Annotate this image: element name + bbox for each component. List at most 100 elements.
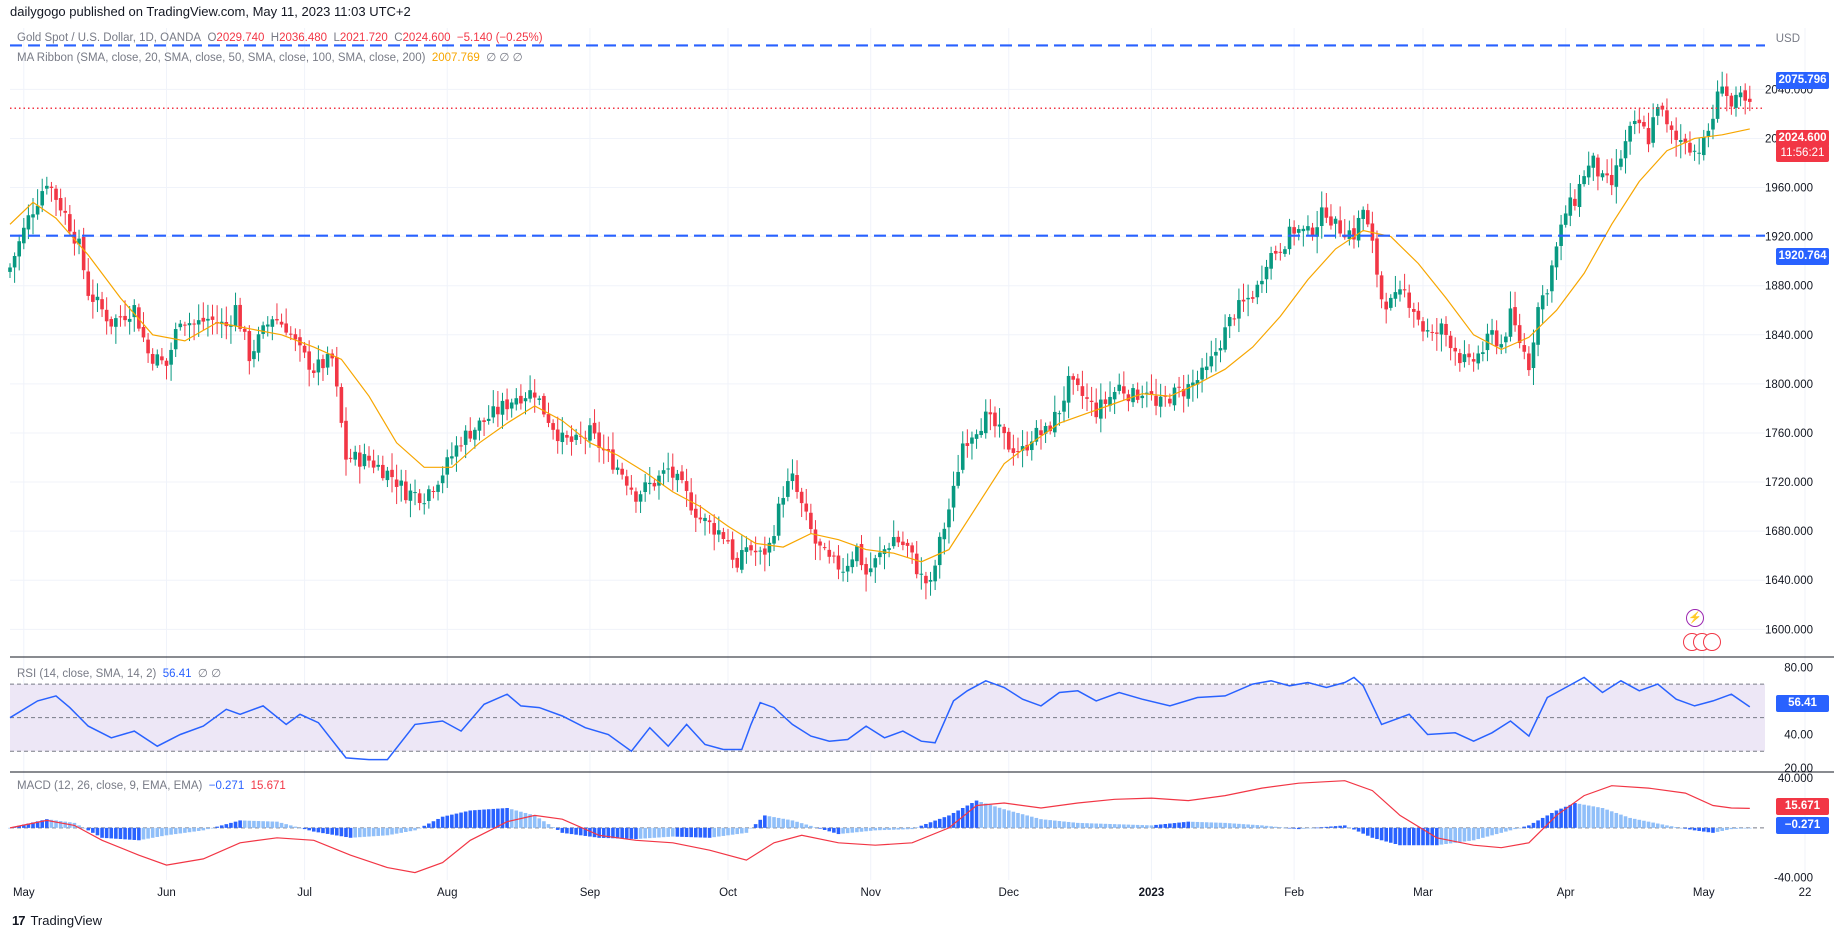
candle-up <box>1333 218 1338 224</box>
candle-up <box>1269 253 1273 269</box>
footer-brand[interactable]: TradingView <box>30 913 103 928</box>
candle-up <box>26 215 31 230</box>
us-flag-event-icon-3[interactable] <box>1703 633 1721 651</box>
candle-down <box>307 351 311 370</box>
macd-histogram-bar <box>1407 827 1411 846</box>
macd-histogram-bar <box>965 805 970 828</box>
macd-histogram-bar <box>1435 827 1439 846</box>
macd-histogram-bar <box>26 823 31 828</box>
macd-histogram-bar <box>348 827 353 838</box>
macd-histogram-bar <box>132 827 137 840</box>
macd-histogram-bar <box>408 827 413 832</box>
macd-histogram-bar <box>592 827 597 838</box>
macd-histogram-bar <box>721 827 726 836</box>
chart-canvas[interactable]: 1600.000 1640.000 1680.000 1720.000 1760.000… <box>0 0 1834 910</box>
candle-up <box>1158 396 1163 407</box>
candle-up <box>758 550 763 552</box>
candle-down <box>344 420 348 460</box>
macd-histogram-bar <box>1370 827 1375 838</box>
macd-histogram-bar <box>1292 827 1296 829</box>
candle-up <box>1264 266 1269 280</box>
resistance-price-tag: 2075.796 <box>1776 72 1829 89</box>
macd-histogram-bar <box>1471 827 1476 841</box>
macd-histogram-bar <box>1517 827 1522 829</box>
price-tick-label: 1680.000 <box>1765 526 1813 538</box>
candle-up <box>362 454 367 467</box>
macd-histogram-bar <box>1439 827 1444 845</box>
price-tick-label: 1960.000 <box>1765 183 1813 195</box>
macd-histogram-bar <box>832 827 836 833</box>
candle-up <box>1508 308 1513 337</box>
tradingview-logo-icon[interactable]: 17 <box>12 913 26 928</box>
macd-histogram-bar <box>873 827 878 831</box>
candle-up <box>1614 165 1619 187</box>
candle-up <box>1499 344 1504 348</box>
macd-histogram-bar <box>859 827 864 832</box>
macd-histogram-bar <box>1094 823 1099 828</box>
macd-histogram-bar <box>1384 827 1388 842</box>
macd-histogram-bar <box>275 821 279 828</box>
macd-histogram-bar <box>555 827 560 830</box>
candle-up <box>385 470 390 481</box>
candle-up <box>1112 391 1117 400</box>
candle-down <box>555 429 560 442</box>
macd-histogram-bar <box>1527 825 1531 828</box>
macd-histogram-bar <box>799 823 804 828</box>
macd-histogram-bar <box>790 820 795 828</box>
candle-down <box>91 294 95 302</box>
time-tick-label: Aug <box>437 887 457 899</box>
candle-down <box>1688 142 1692 153</box>
candle-up <box>1237 300 1241 319</box>
macd-histogram-bar <box>206 827 210 830</box>
candle-up <box>1481 352 1485 354</box>
candle-up <box>1186 384 1191 399</box>
candle-up <box>422 503 427 505</box>
macd-histogram-bar <box>749 827 753 829</box>
macd-histogram-bar <box>390 827 394 835</box>
candle-up <box>1287 226 1292 250</box>
candle-up <box>772 536 776 544</box>
macd-histogram-bar <box>229 822 233 828</box>
macd-histogram-bar <box>1195 821 1200 828</box>
macd-value-tag: −0.271 <box>1776 817 1829 834</box>
macd-histogram-bar <box>1490 827 1494 836</box>
macd-tick-label: -40.000 <box>1774 873 1813 885</box>
candle-down <box>680 471 684 480</box>
macd-histogram-bar <box>284 824 288 828</box>
candle-up <box>956 471 960 486</box>
macd-histogram-bar <box>546 824 551 828</box>
macd-histogram-bar <box>1361 827 1365 834</box>
candle-down <box>1527 353 1531 371</box>
macd-histogram-bar <box>1375 827 1379 840</box>
candle-up <box>1214 351 1218 356</box>
candle-up <box>717 530 721 535</box>
macd-histogram-bar <box>95 827 100 836</box>
macd-histogram-bar <box>758 819 763 828</box>
macd-histogram-bar <box>1241 824 1246 828</box>
macd-histogram-bar <box>242 820 247 828</box>
candle-up <box>919 573 924 575</box>
macd-histogram-bar <box>1642 820 1646 828</box>
support-price-tag: 1920.764 <box>1776 248 1829 265</box>
macd-histogram-bar <box>100 827 104 838</box>
macd-histogram-bar <box>330 827 334 835</box>
macd-histogram-bar <box>256 821 261 828</box>
macd-histogram-bar <box>1674 827 1678 828</box>
candle-up <box>427 489 431 501</box>
candle-up <box>1043 425 1048 434</box>
lightning-event-icon[interactable]: ⚡ <box>1686 609 1704 627</box>
macd-histogram-bar <box>1651 822 1655 828</box>
macd-histogram-bar <box>137 827 141 841</box>
macd-histogram-bar <box>1080 823 1085 828</box>
macd-histogram-bar <box>1632 818 1637 828</box>
candle-up <box>523 398 528 402</box>
candle-down <box>1071 376 1076 380</box>
candle-up <box>1255 284 1260 298</box>
candle-up <box>1246 297 1250 300</box>
macd-histogram-bar <box>261 821 265 828</box>
macd-histogram-bar <box>993 806 997 828</box>
macd-histogram-bar <box>1089 823 1094 828</box>
countdown-tag: 11:56:21 <box>1776 145 1829 162</box>
candle-down <box>505 399 509 410</box>
candle-down <box>1310 227 1315 236</box>
